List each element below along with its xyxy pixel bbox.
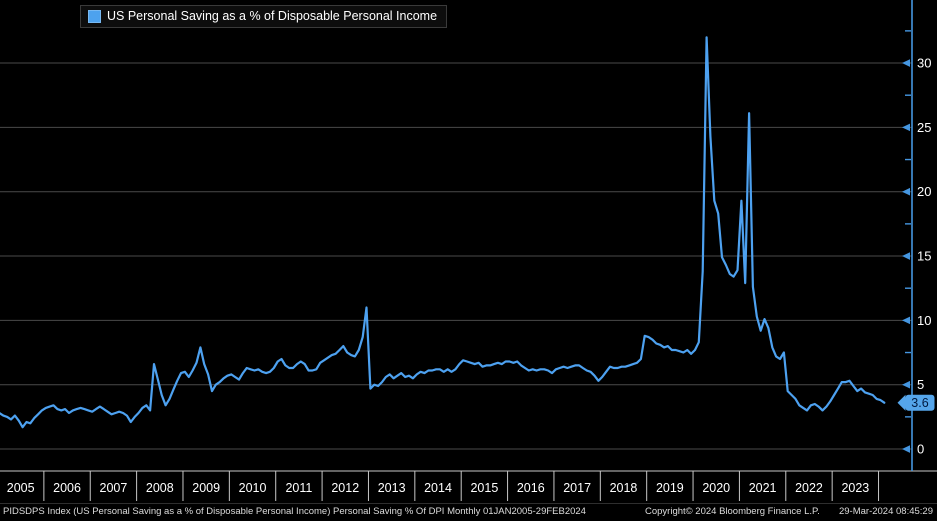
- legend-box[interactable]: US Personal Saving as a % of Disposable …: [80, 5, 448, 28]
- data-series-line: [0, 36, 886, 429]
- y-tick-label: 15: [917, 249, 931, 264]
- last-value-label: 3.6: [911, 396, 928, 410]
- copyright-text: Copyright© 2024 Bloomberg Finance L.P.: [645, 506, 820, 517]
- x-tick-label: 2020: [702, 481, 730, 495]
- y-tick-label: 5: [917, 377, 924, 392]
- x-tick-label: 2018: [610, 481, 638, 495]
- x-tick-label: 2023: [841, 481, 869, 495]
- x-axis: 2005 2006 2007 2008 2009 2010 2011 2012 2013 2014…: [0, 470, 937, 501]
- y-gridlines: [0, 62, 912, 450]
- x-tick-label: 2005: [7, 481, 35, 495]
- x-tick-label: 2008: [146, 481, 174, 495]
- y-tick-label: 10: [917, 313, 931, 328]
- x-tick-label: 2012: [331, 481, 359, 495]
- x-tick-label: 2013: [378, 481, 406, 495]
- x-tick-label: 2011: [285, 481, 312, 495]
- x-tick-label: 2015: [470, 481, 498, 495]
- x-tick-label: 2021: [749, 481, 777, 495]
- y-tick-label: 25: [917, 120, 931, 135]
- x-tick-label: 2016: [517, 481, 545, 495]
- timestamp: 29-Mar-2024 08:45:29: [838, 506, 933, 517]
- x-tick-label: 2017: [563, 481, 591, 495]
- y-axis: 0 5 10 15 20 25 30: [902, 0, 931, 471]
- y-tick-label: 30: [917, 56, 931, 71]
- x-tick-label: 2006: [53, 481, 81, 495]
- chart-canvas[interactable]: 2005 2006 2007 2008 2009 2010 2011 2012 2013 2014…: [0, 0, 937, 505]
- status-bar: PIDSDPS Index (US Personal Saving as a %…: [0, 503, 937, 521]
- y-tick-label: 0: [917, 442, 924, 457]
- x-tick-label: 2022: [795, 481, 823, 495]
- x-tick-label: 2010: [239, 481, 267, 495]
- x-tick-label: 2019: [656, 481, 684, 495]
- series-color-swatch: [88, 9, 101, 23]
- x-tick-label: 2014: [424, 481, 452, 495]
- legend-label: US Personal Saving as a % of Disposable …: [107, 9, 438, 23]
- x-tick-label: 2009: [192, 481, 220, 495]
- security-description: PIDSDPS Index (US Personal Saving as a %…: [3, 506, 586, 517]
- y-tick-label: 20: [917, 184, 931, 199]
- last-value-badge: 3.6: [897, 394, 935, 411]
- x-tick-label: 2007: [100, 481, 128, 495]
